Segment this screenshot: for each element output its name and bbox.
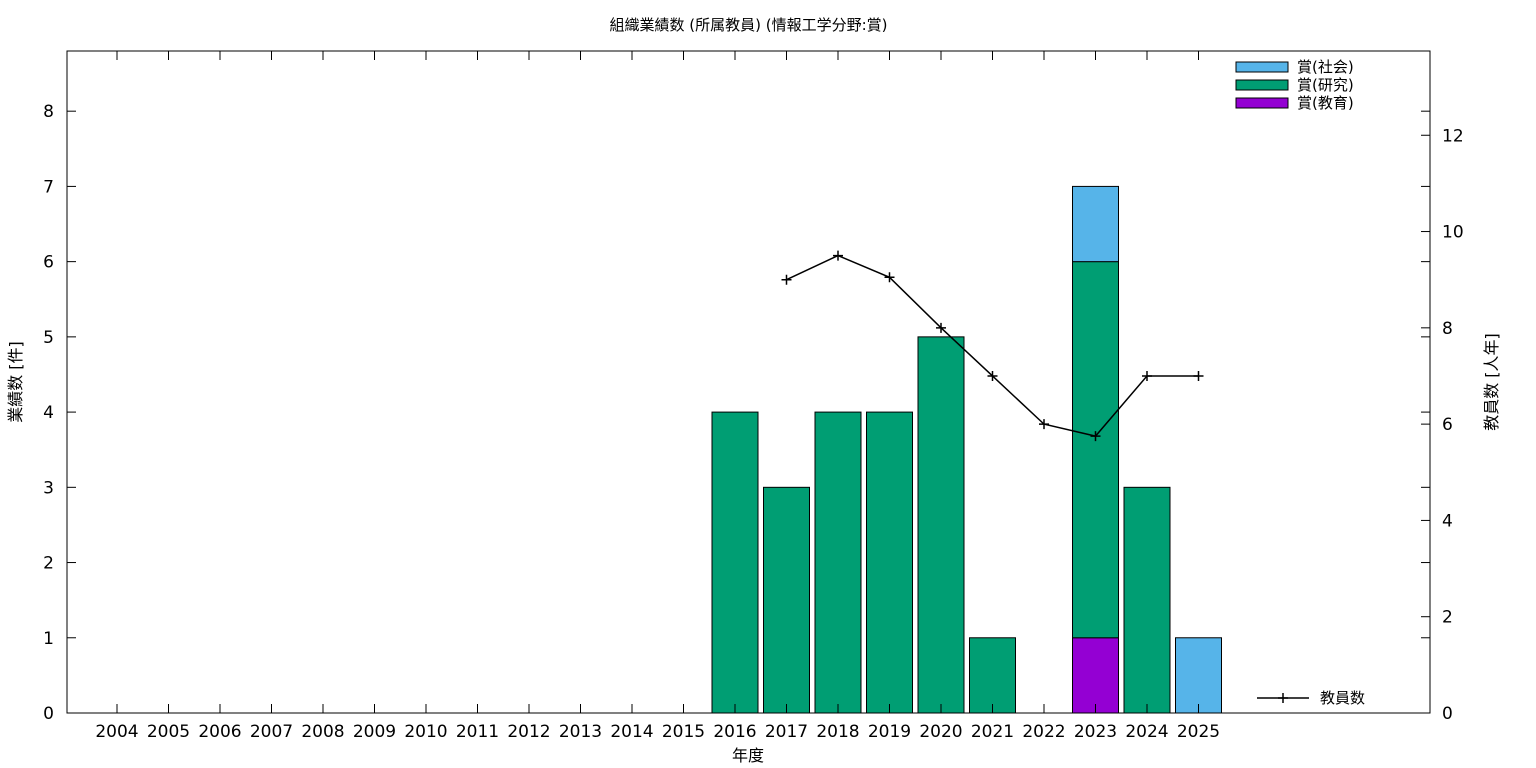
y2-tick-label: 12 bbox=[1442, 126, 1464, 146]
y-tick-label: 7 bbox=[43, 177, 54, 197]
y2-tick-label: 8 bbox=[1442, 319, 1453, 339]
faculty-point bbox=[833, 250, 843, 261]
x-tick-label: 2009 bbox=[353, 722, 396, 742]
legend: 賞(社会)賞(研究)賞(教育) bbox=[1235, 58, 1354, 112]
y-tick-label: 5 bbox=[43, 328, 54, 348]
x-tick-label: 2010 bbox=[404, 722, 447, 742]
x-tick-label: 2012 bbox=[507, 722, 550, 742]
bar-2023-s1 bbox=[1072, 261, 1119, 639]
y-tick-label: 6 bbox=[43, 253, 54, 273]
y-tick-label: 3 bbox=[43, 478, 54, 498]
bar-2018-s1 bbox=[814, 411, 862, 714]
x-tick-label: 2015 bbox=[662, 722, 705, 742]
x-tick-label: 2019 bbox=[868, 722, 911, 742]
x-tick-label: 2020 bbox=[919, 722, 962, 742]
y-axis-label: 業績数 [件] bbox=[6, 341, 25, 423]
line-legend-label: 教員数 bbox=[1320, 689, 1365, 707]
x-tick-label: 2013 bbox=[559, 722, 602, 742]
bar-2019-s1 bbox=[866, 411, 913, 714]
faculty-point bbox=[1142, 370, 1152, 381]
line-legend-marker bbox=[1278, 693, 1288, 703]
y-tick-label: 0 bbox=[43, 704, 54, 724]
faculty-point bbox=[987, 370, 998, 381]
bar-2016-s1 bbox=[711, 411, 759, 714]
legend-label: 賞(社会) bbox=[1297, 58, 1354, 76]
line-layer bbox=[781, 250, 1204, 442]
legend-label: 賞(教育) bbox=[1297, 94, 1354, 112]
faculty-point bbox=[1090, 431, 1101, 442]
bar-2023-s0 bbox=[1072, 637, 1119, 714]
x-tick-label: 2022 bbox=[1022, 722, 1065, 742]
bar-2020-s1 bbox=[917, 336, 965, 714]
chart-title: 組織業績数 (所属教員) (情報工学分野:賞) bbox=[610, 16, 888, 34]
x-tick-label: 2006 bbox=[198, 722, 241, 742]
y2-axis-label: 教員数 [人年] bbox=[1482, 333, 1501, 431]
x-tick-label: 2007 bbox=[250, 722, 293, 742]
y2-tick-label: 10 bbox=[1442, 223, 1464, 243]
faculty-point bbox=[781, 274, 792, 285]
line-legend: 教員数 bbox=[1257, 689, 1365, 707]
faculty-point bbox=[936, 322, 946, 333]
y-tick-label: 4 bbox=[43, 403, 54, 423]
x-tick-label: 2016 bbox=[713, 722, 756, 742]
bar-2025-s2 bbox=[1175, 637, 1222, 714]
bar-2024-s1 bbox=[1123, 486, 1171, 714]
x-tick-label: 2025 bbox=[1177, 722, 1220, 742]
x-tick-label: 2011 bbox=[456, 722, 499, 742]
x-tick-label: 2008 bbox=[301, 722, 344, 742]
y2-tick-label: 4 bbox=[1442, 511, 1453, 531]
legend-swatch bbox=[1235, 79, 1289, 91]
x-axis-label: 年度 bbox=[732, 746, 764, 765]
bar-2021-s1 bbox=[969, 637, 1016, 714]
faculty-line bbox=[786, 254, 1199, 437]
bar-2017-s1 bbox=[763, 486, 810, 714]
bars-layer bbox=[711, 185, 1222, 714]
x-tick-label: 2023 bbox=[1074, 722, 1117, 742]
legend-swatch bbox=[1235, 61, 1289, 73]
faculty-point bbox=[884, 272, 895, 283]
x-tick-label: 2014 bbox=[610, 722, 653, 742]
faculty-point bbox=[1039, 419, 1049, 430]
y2-tick-label: 0 bbox=[1442, 704, 1453, 724]
y-tick-label: 1 bbox=[43, 629, 54, 649]
bar-2023-s2 bbox=[1072, 185, 1119, 263]
y-tick-label: 2 bbox=[43, 554, 54, 574]
y2-tick-label: 2 bbox=[1442, 608, 1453, 628]
x-tick-label: 2004 bbox=[95, 722, 138, 742]
x-tick-label: 2021 bbox=[971, 722, 1014, 742]
y2-tick-label: 6 bbox=[1442, 415, 1453, 435]
legend-swatch bbox=[1235, 97, 1289, 109]
faculty-point bbox=[1193, 370, 1204, 381]
x-tick-label: 2017 bbox=[765, 722, 808, 742]
x-tick-label: 2005 bbox=[147, 722, 190, 742]
x-tick-label: 2018 bbox=[816, 722, 859, 742]
legend-label: 賞(研究) bbox=[1297, 76, 1354, 94]
x-tick-label: 2024 bbox=[1125, 722, 1168, 742]
y-tick-label: 8 bbox=[43, 102, 54, 122]
